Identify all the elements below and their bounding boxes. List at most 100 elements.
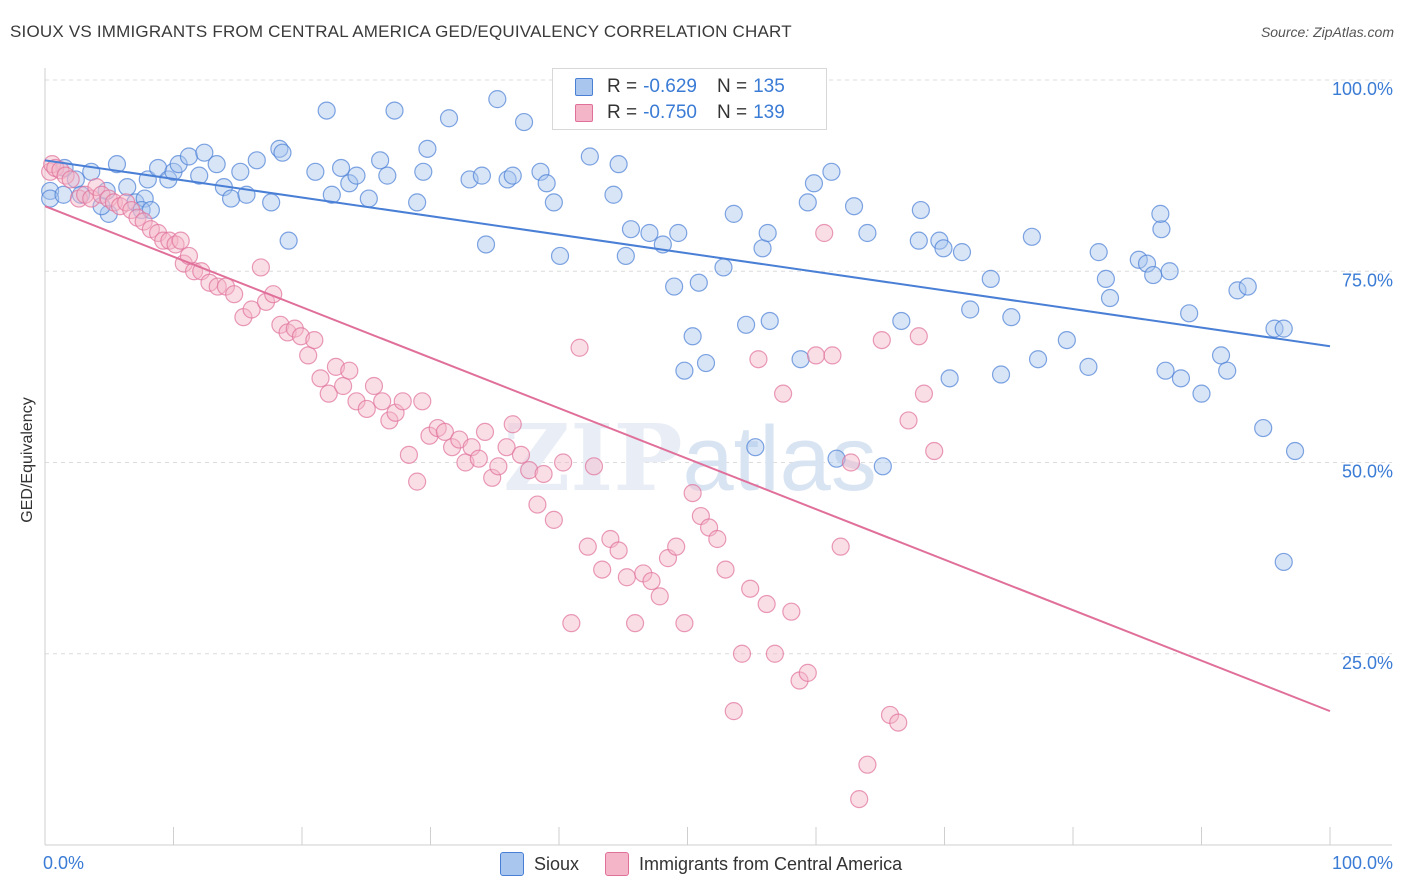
data-point <box>758 223 777 243</box>
data-point <box>580 147 599 166</box>
data-point <box>609 541 628 560</box>
data-point <box>537 174 556 193</box>
data-point <box>667 537 686 556</box>
data-point <box>1218 361 1237 380</box>
immigrants-legend-swatch <box>605 852 630 876</box>
data-point <box>675 361 694 380</box>
data-point <box>61 170 80 189</box>
data-point <box>386 403 405 422</box>
immigrants-n-value: 139 <box>753 102 785 123</box>
immigrants-swatch <box>575 104 593 122</box>
series-legend: Sioux Immigrants from Central America <box>500 852 928 876</box>
data-point <box>961 300 980 319</box>
data-point <box>616 246 635 266</box>
data-point <box>271 315 290 334</box>
data-point <box>991 365 1011 384</box>
data-point <box>476 235 496 254</box>
data-point <box>578 537 597 556</box>
data-point <box>41 189 60 208</box>
data-point <box>806 346 826 365</box>
data-point <box>279 231 298 250</box>
data-point <box>311 369 330 388</box>
data-point <box>642 571 661 591</box>
data-point <box>1152 220 1171 239</box>
data-point <box>135 189 154 208</box>
data-point <box>107 155 127 174</box>
data-point <box>746 438 765 457</box>
data-point <box>408 472 427 491</box>
data-point <box>1254 418 1273 438</box>
data-point <box>822 162 841 181</box>
data-point <box>1192 384 1211 403</box>
data-point <box>909 327 928 346</box>
data-point <box>1285 441 1305 461</box>
data-point <box>604 185 623 204</box>
data-point <box>231 162 250 181</box>
data-point <box>273 143 292 162</box>
data-point <box>503 166 522 185</box>
data-point <box>54 185 73 204</box>
immigrants-legend-label: Immigrants from Central America <box>639 853 903 874</box>
data-point <box>1228 281 1247 300</box>
data-point <box>251 258 270 277</box>
data-point <box>934 239 953 258</box>
data-point <box>340 174 359 193</box>
sioux-n-value: 135 <box>753 76 785 97</box>
data-point <box>570 338 589 357</box>
data-point <box>757 594 776 614</box>
source-credit: Source: ZipAtlas.com <box>1260 24 1394 40</box>
chart-title: SIOUX VS IMMIGRANTS FROM CENTRAL AMERICA… <box>10 22 792 41</box>
data-point <box>1137 254 1157 273</box>
data-point <box>1238 277 1257 296</box>
data-point <box>503 415 522 434</box>
data-point <box>753 239 772 258</box>
data-point <box>544 193 563 212</box>
data-point <box>1144 265 1163 285</box>
data-point <box>347 166 366 185</box>
data-point <box>872 331 891 350</box>
data-point <box>118 178 137 197</box>
data-point <box>1265 319 1284 338</box>
data-point <box>1100 288 1120 308</box>
data-point <box>562 614 581 633</box>
data-point <box>850 789 869 809</box>
data-point <box>940 369 959 388</box>
data-point <box>435 422 454 441</box>
data-point <box>981 269 1000 288</box>
data-point <box>889 713 908 732</box>
y-tick-label: 100.0% <box>1332 79 1393 99</box>
data-point <box>1156 361 1175 380</box>
data-point <box>305 331 324 350</box>
data-point <box>247 151 266 170</box>
data-point <box>815 223 834 243</box>
tick-labels: 100.0% 75.0% 50.0% 25.0% 0.0% 100.0% <box>43 79 1393 873</box>
data-point <box>472 166 491 185</box>
data-point <box>798 193 817 212</box>
data-point <box>925 441 944 461</box>
data-point <box>708 529 727 549</box>
data-point <box>911 200 930 220</box>
data-point <box>823 346 842 365</box>
trend-lines <box>44 159 1331 713</box>
correlation-legend: R = -0.629 N = 135 R = -0.750 N = 139 <box>552 68 827 130</box>
data-point <box>1028 350 1048 369</box>
data-point <box>357 399 376 419</box>
sioux-legend-swatch <box>500 852 524 876</box>
x-tick-label: 100.0% <box>1332 853 1393 873</box>
data-point <box>625 614 645 633</box>
data-point <box>306 162 325 181</box>
legend-row-sioux: R = -0.629 N = 135 <box>575 75 785 99</box>
data-point <box>550 246 570 266</box>
data-point <box>418 139 437 158</box>
series-immigrants <box>41 155 944 809</box>
data-point <box>385 101 404 120</box>
trend-line-sioux <box>44 159 1331 348</box>
data-point <box>760 311 779 331</box>
data-point <box>765 644 784 663</box>
data-point <box>171 231 190 250</box>
legend-item-sioux[interactable]: Sioux <box>500 852 579 876</box>
data-point <box>190 166 209 185</box>
series-sioux <box>41 90 1305 572</box>
data-point <box>1089 243 1108 262</box>
legend-item-immigrants[interactable]: Immigrants from Central America <box>605 852 902 876</box>
